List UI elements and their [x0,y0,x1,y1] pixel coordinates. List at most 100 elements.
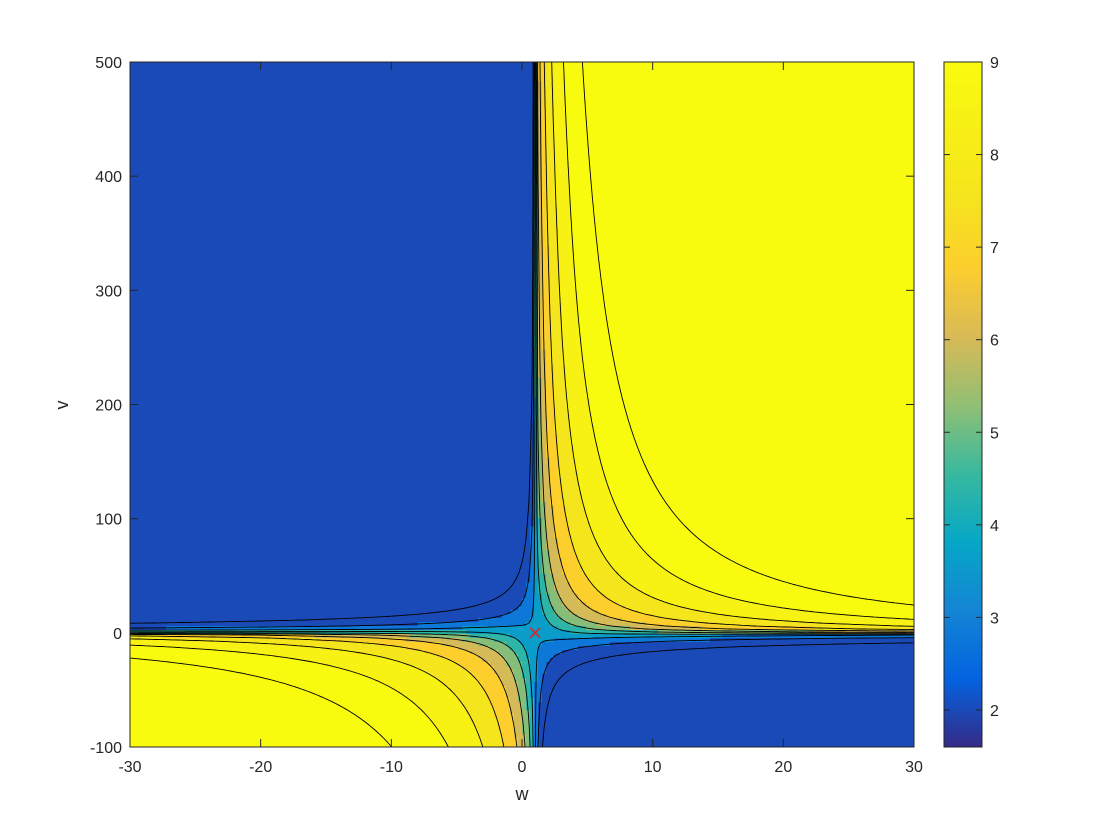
contour-cell [574,62,579,67]
contour-cell [246,66,251,71]
contour-cell [730,66,735,71]
contour-cell [610,74,615,79]
contour-cell [522,118,527,123]
contour-cell [874,62,879,67]
contour-cell [874,74,879,79]
contour-cell [178,114,183,119]
contour-cell [258,118,263,123]
contour-cell [838,98,843,103]
contour-cell [722,102,727,107]
contour-cell [482,122,487,127]
contour-cell [154,102,159,107]
contour-cell [294,78,299,83]
contour-cell [274,110,279,115]
contour-cell [802,98,807,103]
contour-cell [430,98,435,103]
contour-cell [762,106,767,111]
contour-cell [638,86,643,91]
contour-cell [506,126,511,131]
contour-cell [458,78,463,83]
contour-cell [278,86,283,91]
contour-cell [834,122,839,127]
contour-cell [486,122,491,127]
contour-cell [682,98,687,103]
contour-cell [554,114,559,119]
contour-cell [134,94,139,99]
contour-cell [482,130,487,135]
contour-cell [682,110,687,115]
contour-cell [134,90,139,95]
contour-cell [322,90,327,95]
contour-cell [658,78,663,83]
contour-cell [422,94,427,99]
contour-cell [646,114,651,119]
contour-cell [446,82,451,87]
contour-cell [546,86,551,91]
contour-cell [390,126,395,131]
contour-cell [202,70,207,75]
contour-cell [362,86,367,91]
contour-cell [622,98,627,103]
contour-cell [590,122,595,127]
contour-cell [426,86,431,91]
contour-cell [482,110,487,115]
contour-cell [270,66,275,71]
contour-cell [570,102,575,107]
contour-cell [334,78,339,83]
contour-cell [758,82,763,87]
contour-cell [834,74,839,79]
contour-cell [262,94,267,99]
contour-cell [190,74,195,79]
contour-cell [726,102,731,107]
contour-cell [762,74,767,79]
contour-cell [518,106,523,111]
contour-cell [526,102,531,107]
contour-cell [598,118,603,123]
contour-cell [610,82,615,87]
contour-cell [174,114,179,119]
contour-cell [850,66,855,71]
contour-cell [666,110,671,115]
contour-cell [514,62,519,67]
contour-cell [658,66,663,71]
contour-cell [246,70,251,75]
contour-cell [238,130,243,135]
contour-cell [338,66,343,71]
contour-cell [890,90,895,95]
contour-cell [286,70,291,75]
contour-cell [902,126,907,131]
contour-cell [634,118,639,123]
contour-cell [178,62,183,67]
contour-cell [462,126,467,131]
contour-cell [798,118,803,123]
contour-cell [786,82,791,87]
contour-cell [850,74,855,79]
contour-cell [846,106,851,111]
contour-cell [354,110,359,115]
contour-cell [802,86,807,91]
contour-cell [174,118,179,123]
contour-cell [738,90,743,95]
contour-cell [714,82,719,87]
contour-cell [206,118,211,123]
contour-cell [442,94,447,99]
contour-cell [442,106,447,111]
contour-cell [602,106,607,111]
contour-cell [830,66,835,71]
contour-cell [758,62,763,67]
contour-cell [794,62,799,67]
contour-cell [674,94,679,99]
contour-cell [422,74,427,79]
contour-cell [670,126,675,131]
contour-cell [238,106,243,111]
contour-cell [194,114,199,119]
contour-cell [758,94,763,99]
contour-cell [438,62,443,67]
contour-cell [778,82,783,87]
contour-cell [278,98,283,103]
contour-cell [474,114,479,119]
contour-cell [818,98,823,103]
contour-cell [302,94,307,99]
contour-cell [694,70,699,75]
contour-cell [198,94,203,99]
